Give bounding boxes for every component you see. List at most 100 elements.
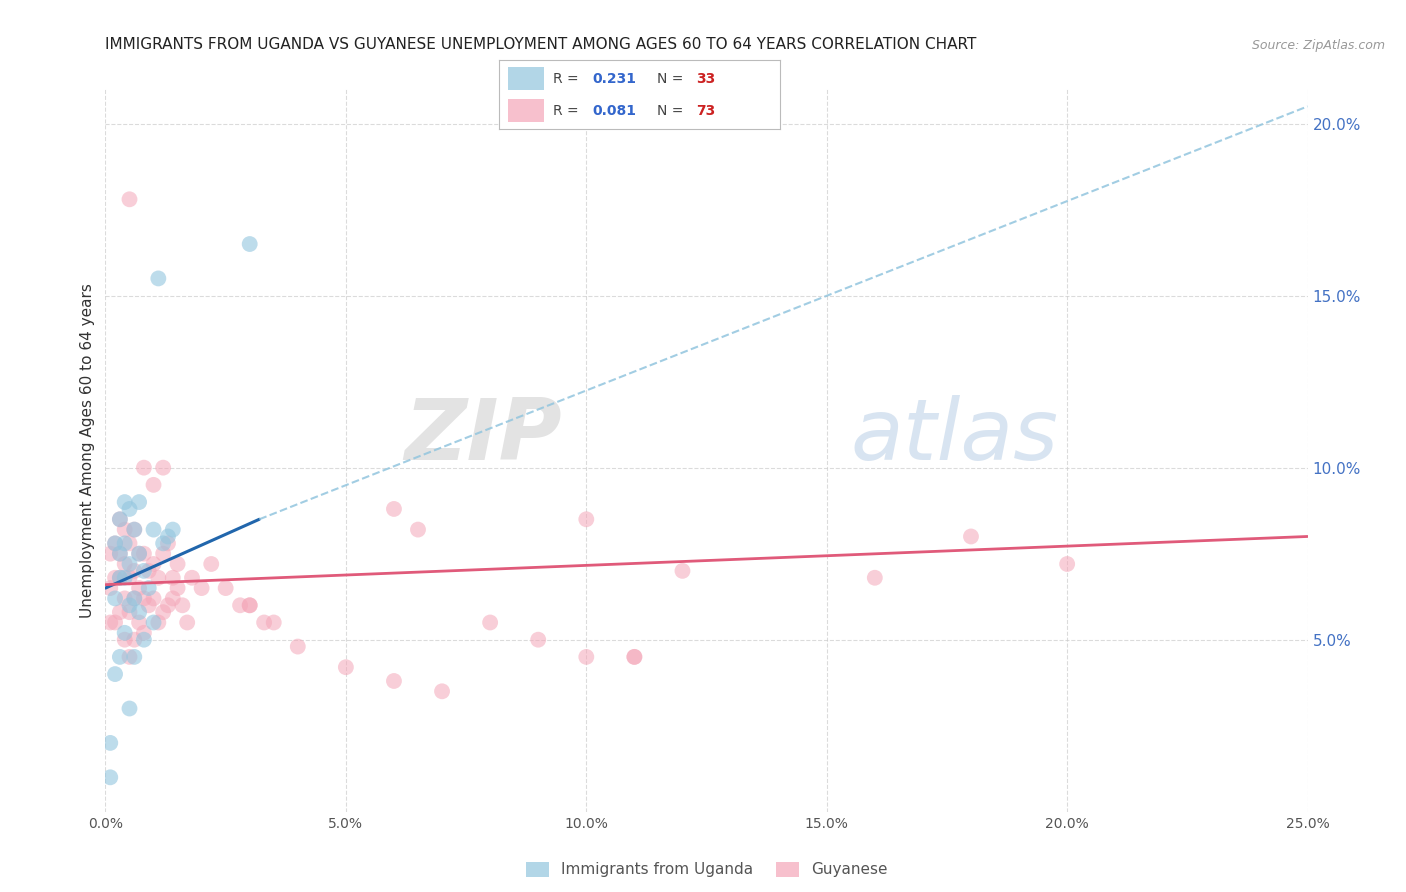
Point <box>114 523 136 537</box>
Point <box>118 192 141 206</box>
Point <box>104 536 127 550</box>
Point <box>98 770 121 784</box>
Point <box>176 615 198 630</box>
Point <box>152 460 174 475</box>
Text: 0.081: 0.081 <box>592 103 636 118</box>
Point <box>142 591 165 606</box>
Point <box>104 667 127 681</box>
Point <box>124 591 146 606</box>
Point <box>118 557 141 571</box>
Point <box>104 591 127 606</box>
Point <box>108 649 131 664</box>
Point <box>124 591 146 606</box>
Text: Source: ZipAtlas.com: Source: ZipAtlas.com <box>1251 38 1385 52</box>
Point <box>239 599 262 613</box>
Point <box>114 625 136 640</box>
Point <box>114 557 136 571</box>
Text: N =: N = <box>657 103 688 118</box>
Point <box>108 547 131 561</box>
Point <box>128 605 150 619</box>
Text: R =: R = <box>553 71 582 86</box>
Text: 33: 33 <box>696 71 716 86</box>
Point <box>118 605 141 619</box>
Point <box>128 547 150 561</box>
Text: 0.231: 0.231 <box>592 71 636 86</box>
Point <box>124 523 146 537</box>
Point <box>406 523 429 537</box>
Point <box>162 523 184 537</box>
Point <box>118 649 141 664</box>
Point <box>229 599 252 613</box>
Point <box>132 460 155 475</box>
Point <box>214 581 236 595</box>
Text: ZIP: ZIP <box>405 394 562 477</box>
Point <box>430 684 453 698</box>
Point <box>124 564 146 578</box>
Point <box>104 615 127 630</box>
Point <box>108 547 131 561</box>
Point <box>156 529 179 543</box>
Point <box>124 632 146 647</box>
Point <box>152 605 174 619</box>
Point <box>98 547 121 561</box>
Point <box>148 615 170 630</box>
Point <box>108 571 131 585</box>
Point <box>104 536 127 550</box>
Point <box>863 571 886 585</box>
Point <box>132 632 155 647</box>
Text: 73: 73 <box>696 103 716 118</box>
Point <box>132 625 155 640</box>
Point <box>239 237 262 252</box>
Point <box>118 571 141 585</box>
Point <box>162 571 184 585</box>
Point <box>118 701 141 715</box>
Point <box>152 536 174 550</box>
Point <box>114 495 136 509</box>
Point <box>118 536 141 550</box>
Point <box>114 536 136 550</box>
Point <box>128 615 150 630</box>
Point <box>142 557 165 571</box>
Point <box>479 615 502 630</box>
Point <box>623 649 645 664</box>
Point <box>132 547 155 561</box>
Y-axis label: Unemployment Among Ages 60 to 64 years: Unemployment Among Ages 60 to 64 years <box>80 283 96 618</box>
Point <box>190 581 212 595</box>
Point <box>114 571 136 585</box>
Point <box>104 571 127 585</box>
Point <box>335 660 357 674</box>
Point <box>382 502 405 516</box>
Point <box>623 649 645 664</box>
Point <box>575 649 598 664</box>
Point <box>152 547 174 561</box>
Point <box>148 271 170 285</box>
Text: R =: R = <box>553 103 582 118</box>
Point <box>128 581 150 595</box>
Point <box>287 640 309 654</box>
Point <box>114 591 136 606</box>
Point <box>156 599 179 613</box>
Point <box>132 591 155 606</box>
Point <box>200 557 222 571</box>
Point <box>671 564 693 578</box>
Point <box>118 502 141 516</box>
Point <box>382 673 405 688</box>
Point <box>98 581 121 595</box>
Point <box>527 632 550 647</box>
Point <box>138 564 160 578</box>
Point <box>253 615 276 630</box>
Point <box>239 599 262 613</box>
Point <box>98 736 121 750</box>
Bar <box>508 99 544 122</box>
Point <box>166 581 188 595</box>
Point <box>166 557 188 571</box>
Point <box>98 615 121 630</box>
Point <box>960 529 983 543</box>
Legend: Immigrants from Uganda, Guyanese: Immigrants from Uganda, Guyanese <box>519 855 894 884</box>
Point <box>162 591 184 606</box>
Point <box>142 478 165 492</box>
Point <box>181 571 204 585</box>
Text: atlas: atlas <box>851 394 1059 477</box>
Point <box>172 599 194 613</box>
Point <box>156 536 179 550</box>
